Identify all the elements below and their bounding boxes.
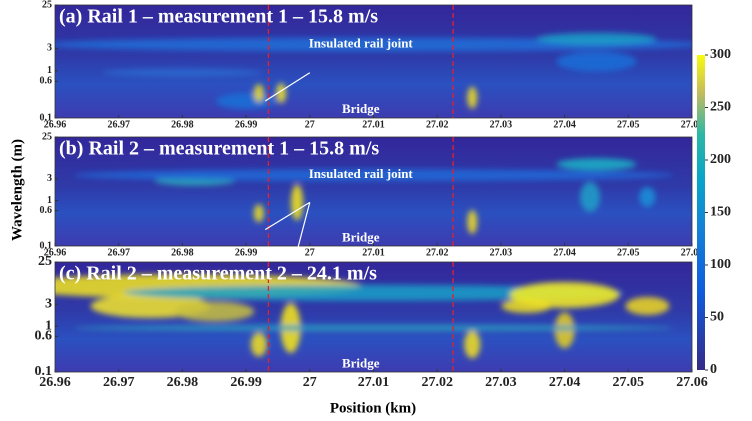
annotation: Bridge [342, 229, 380, 244]
x-tick-label: 26.99 [235, 247, 258, 258]
x-tick-label: 27.05 [613, 375, 645, 390]
x-tick-label: 27.01 [362, 119, 385, 130]
heatmap-blob [216, 93, 277, 110]
heatmap-blob [639, 186, 656, 207]
x-tick-label: 27.02 [426, 119, 449, 130]
heatmap-blob [253, 84, 264, 103]
x-tick-label: 26.98 [171, 247, 194, 258]
heatmap-texture [55, 32, 692, 110]
x-tick-label: 27.05 [617, 119, 640, 130]
x-tick-label: 27.02 [426, 247, 449, 258]
colorbar [697, 55, 705, 370]
x-tick-label: 27.06 [681, 247, 704, 258]
colorbar-tick-label: 200 [710, 152, 731, 167]
heatmap-blob [102, 68, 263, 77]
annotation-arrow [264, 72, 311, 102]
panel-title: (b) Rail 2 – measurement 1 – 15.8 m/s [59, 138, 379, 160]
x-tick-label: 26.96 [39, 375, 71, 390]
y-tick-label: 1 [45, 318, 52, 333]
x-axis-label: Position (km) [330, 400, 416, 416]
heatmap-texture [73, 158, 674, 235]
x-tick-label: 27.01 [358, 375, 390, 390]
x-tick-label: 27.06 [681, 119, 704, 130]
heatmap-blob [276, 83, 287, 104]
colorbar-tick-label: 300 [710, 47, 731, 62]
x-tick-label: 27.03 [490, 119, 513, 130]
colorbar-tick-label: 150 [710, 205, 731, 220]
heatmap-blob [250, 332, 267, 357]
heatmap-blob [467, 210, 478, 235]
colorbar-tick-label: 250 [710, 100, 731, 115]
heatmap-blob [467, 86, 478, 109]
heatmap-blob [174, 301, 255, 322]
annotation: Bridge [342, 101, 380, 116]
y-tick-label: 0.6 [40, 205, 53, 216]
y-tick-label: 1 [47, 65, 52, 76]
y-axis-label: Wavelength (m) [9, 139, 25, 241]
x-tick-label: 27.03 [485, 375, 517, 390]
x-tick-label: 27.01 [362, 247, 385, 258]
x-tick-label: 26.98 [171, 119, 194, 130]
annotation-arrow [264, 201, 311, 231]
annotation: Insulated rail joint [309, 36, 414, 51]
x-tick-label: 27.04 [553, 119, 576, 130]
x-tick-label: 26.97 [103, 375, 135, 390]
x-tick-label: 27 [305, 247, 315, 258]
heatmap-blob [253, 204, 264, 223]
x-tick-label: 27.03 [490, 247, 513, 258]
y-tick-label: 25 [42, 131, 52, 142]
x-tick-label: 27.05 [617, 247, 640, 258]
colorbar-tick-label: 100 [710, 257, 731, 272]
y-tick-label: 0.1 [40, 240, 53, 251]
y-tick-label: 1 [47, 195, 52, 206]
panel-title: (a) Rail 1 – measurement 1 – 15.8 m/s [59, 6, 378, 28]
heatmap-blob [501, 299, 552, 313]
y-tick-label: 25 [38, 254, 52, 269]
x-tick-label: 26.99 [235, 119, 258, 130]
x-tick-label: 27.06 [676, 375, 708, 390]
heatmap-blob [625, 297, 670, 315]
heatmap-blob [73, 169, 674, 182]
x-tick-label: 26.99 [230, 375, 262, 390]
x-tick-label: 27 [303, 375, 317, 390]
heatmap-blob [123, 284, 624, 301]
x-tick-label: 27.02 [421, 375, 453, 390]
y-tick-label: 0.1 [35, 364, 53, 379]
y-tick-label: 0.6 [40, 76, 53, 87]
heatmap-blob [73, 325, 674, 331]
heatmap-blob [556, 51, 637, 72]
colorbar-tick-label: 0 [710, 362, 717, 377]
heatmap-blob [464, 330, 481, 359]
heatmap-blob [580, 181, 601, 212]
y-tick-label: 0.1 [40, 112, 53, 123]
x-tick-label: 27 [305, 119, 315, 130]
x-tick-label: 26.97 [107, 119, 130, 130]
annotation: Insulated rail joint [309, 166, 414, 181]
y-tick-label: 3 [47, 173, 52, 184]
panel-title: (c) Rail 2 – measurement 2 – 24.1 m/s [59, 263, 377, 285]
y-tick-label: 3 [45, 296, 52, 311]
x-tick-label: 27.04 [553, 247, 576, 258]
heatmap-blob [55, 37, 692, 52]
y-tick-label: 25 [42, 0, 52, 10]
heatmap-blob [291, 184, 304, 221]
annotation: Bridge [342, 355, 380, 370]
x-tick-label: 26.96 [44, 119, 67, 130]
y-tick-label: 0.6 [35, 329, 53, 344]
x-tick-label: 26.97 [107, 247, 130, 258]
x-tick-label: 26.96 [44, 247, 67, 258]
x-tick-label: 26.98 [167, 375, 199, 390]
heatmap-blob [536, 32, 657, 45]
heatmap-blob [556, 158, 637, 171]
x-tick-label: 27.04 [549, 375, 581, 390]
heatmap-texture [55, 274, 674, 359]
y-tick-label: 3 [47, 43, 52, 54]
colorbar-tick-label: 50 [710, 310, 724, 325]
